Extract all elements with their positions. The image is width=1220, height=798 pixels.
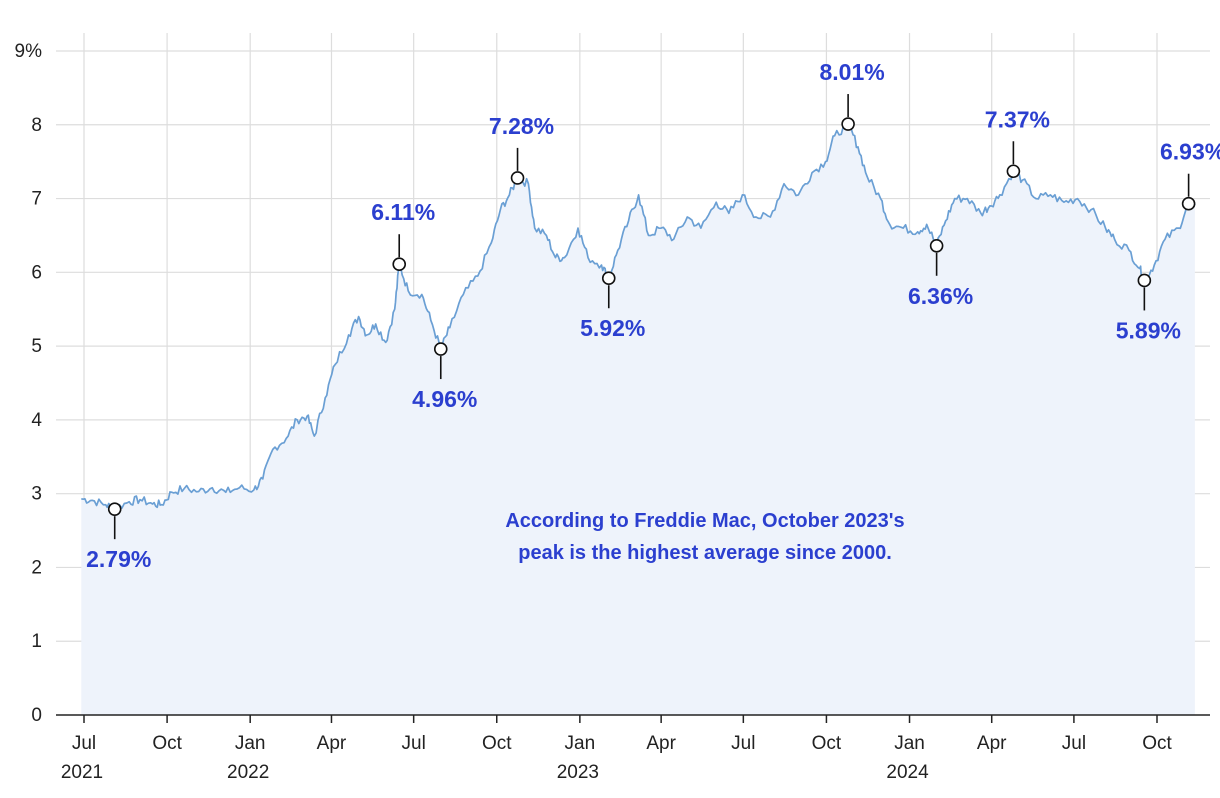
x-tick-month: Jul bbox=[731, 733, 755, 754]
x-tick-month: Apr bbox=[317, 733, 347, 754]
annotation: 6.36% bbox=[908, 238, 973, 309]
chart-note-line-2: peak is the highest average since 2000. bbox=[518, 542, 892, 564]
area-fill bbox=[81, 121, 1195, 716]
annotation: 5.92% bbox=[580, 271, 645, 341]
annotation-marker bbox=[433, 342, 448, 356]
annotation-label: 8.01% bbox=[819, 59, 884, 85]
annotation: 8.01% bbox=[819, 59, 885, 131]
annotation-marker bbox=[929, 238, 944, 253]
annotation: 4.96% bbox=[412, 342, 477, 412]
y-tick-label: 4 bbox=[31, 410, 42, 431]
x-tick-month: Jan bbox=[894, 733, 925, 754]
annotation-marker bbox=[1181, 196, 1196, 211]
x-tick-month: Oct bbox=[482, 733, 512, 754]
x-tick-year: 2022 bbox=[227, 762, 269, 783]
x-tick-month: Jul bbox=[72, 733, 96, 754]
x-tick-month: Jan bbox=[235, 733, 266, 754]
x-axis-ticks: Jul 2021 Oct Jan 2022 Apr Jul Oct Jan 2023 Apr Jul O… bbox=[61, 715, 1172, 783]
annotation: 2.79% bbox=[86, 502, 151, 572]
annotation: 6.93% bbox=[1160, 139, 1220, 211]
y-tick-label: 0 bbox=[31, 705, 42, 726]
y-tick-label: 5 bbox=[31, 336, 42, 357]
annotation: 5.89% bbox=[1116, 273, 1181, 343]
annotation-label: 6.36% bbox=[908, 283, 973, 309]
annotation-marker bbox=[841, 117, 855, 131]
x-tick-year: 2023 bbox=[557, 762, 599, 783]
chart-note-line-1: According to Freddie Mac, October 2023's bbox=[505, 510, 904, 532]
y-tick-label: 2 bbox=[31, 557, 42, 578]
x-tick-year: 2021 bbox=[61, 762, 103, 783]
x-tick-month: Apr bbox=[977, 733, 1007, 754]
x-tick-month: Jul bbox=[402, 733, 426, 754]
annotation: 7.28% bbox=[489, 113, 554, 185]
annotation-marker bbox=[601, 271, 616, 286]
annotation-label: 5.92% bbox=[580, 315, 645, 341]
x-tick-month: Jul bbox=[1062, 733, 1086, 754]
x-tick-month: Apr bbox=[646, 733, 676, 754]
annotation-label: 4.96% bbox=[412, 386, 477, 412]
x-tick-month: Oct bbox=[1142, 733, 1172, 754]
annotation-marker bbox=[1137, 273, 1152, 288]
annotation: 6.11% bbox=[371, 199, 435, 272]
y-tick-label: 6 bbox=[31, 262, 42, 283]
x-tick-month: Oct bbox=[812, 733, 842, 754]
y-axis-ticks: 0 1 2 3 4 5 6 7 8 9% bbox=[15, 41, 43, 726]
annotation-label: 5.89% bbox=[1116, 317, 1181, 343]
annotation-label: 7.37% bbox=[985, 106, 1050, 132]
y-tick-label: 3 bbox=[31, 484, 42, 505]
x-tick-month: Jan bbox=[565, 733, 596, 754]
annotation-label: 6.93% bbox=[1160, 139, 1220, 165]
rate-series-line bbox=[81, 120, 1196, 512]
annotation-marker bbox=[392, 257, 407, 272]
annotations: 2.79% 6.11% 4.96% 7.28% 5.92% 8.01% 6.36% 7.37%… bbox=[86, 59, 1220, 572]
annotation-marker bbox=[107, 502, 122, 516]
y-tick-label: 1 bbox=[31, 631, 42, 652]
x-tick-year: 2024 bbox=[886, 762, 929, 783]
x-tick-month: Oct bbox=[152, 733, 182, 754]
annotation-marker bbox=[510, 171, 525, 185]
y-tick-label: 8 bbox=[31, 115, 42, 136]
annotation: 7.37% bbox=[985, 106, 1050, 179]
y-tick-label: 9% bbox=[15, 41, 43, 62]
annotation-label: 7.28% bbox=[489, 113, 554, 139]
y-tick-label: 7 bbox=[31, 189, 42, 210]
annotation-label: 6.11% bbox=[371, 199, 435, 225]
annotation-label: 2.79% bbox=[86, 546, 151, 572]
annotation-marker bbox=[1006, 164, 1021, 179]
